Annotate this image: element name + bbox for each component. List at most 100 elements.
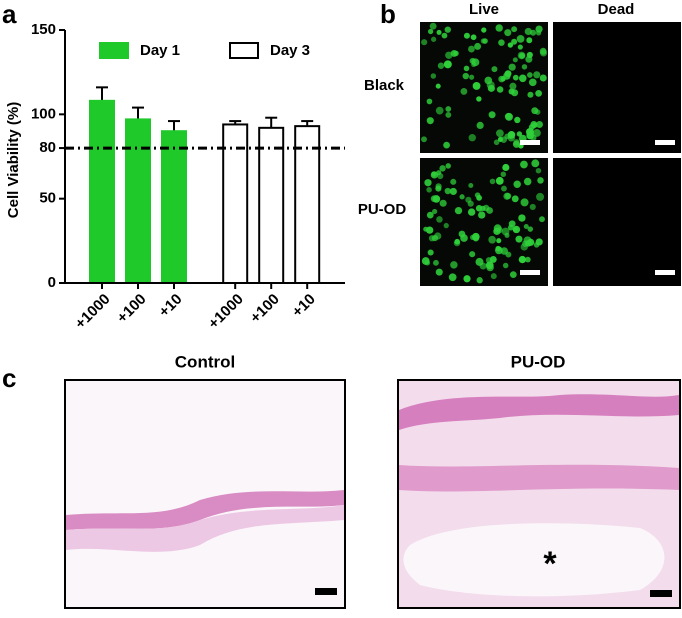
cell bbox=[433, 259, 439, 266]
cell bbox=[443, 60, 452, 69]
cell bbox=[491, 66, 498, 73]
cell bbox=[527, 91, 534, 98]
cell bbox=[504, 112, 512, 120]
cell bbox=[437, 62, 445, 69]
cell bbox=[504, 29, 512, 37]
cell bbox=[493, 139, 500, 146]
cell bbox=[512, 57, 518, 63]
cell bbox=[437, 172, 444, 180]
cell bbox=[507, 42, 514, 48]
cell bbox=[517, 51, 526, 60]
panel-label: c bbox=[2, 363, 16, 393]
y-tick-label: 50 bbox=[39, 190, 56, 207]
cell bbox=[476, 121, 484, 129]
cell bbox=[534, 109, 541, 115]
cell bbox=[441, 32, 448, 39]
cell bbox=[512, 74, 519, 81]
cell bbox=[469, 234, 476, 240]
cell bbox=[432, 208, 438, 215]
cell bbox=[509, 271, 517, 278]
scale-bar bbox=[650, 590, 672, 597]
x-tick-label: +100 bbox=[114, 291, 150, 327]
cell bbox=[443, 141, 450, 149]
panel-label: b bbox=[380, 0, 396, 29]
bar bbox=[125, 118, 151, 285]
annotation: * bbox=[543, 545, 557, 583]
cell bbox=[429, 22, 437, 30]
cell bbox=[526, 37, 533, 44]
cell bbox=[465, 196, 472, 203]
cell bbox=[463, 275, 471, 283]
cell bbox=[529, 203, 536, 210]
histology bbox=[64, 379, 681, 609]
cell bbox=[520, 160, 528, 169]
cell bbox=[480, 38, 486, 44]
cell bbox=[511, 38, 518, 45]
cell bbox=[501, 227, 510, 236]
cell bbox=[421, 39, 428, 46]
cell bbox=[535, 90, 542, 97]
cell bbox=[523, 224, 529, 230]
cell bbox=[536, 121, 543, 129]
y-tick-label: 100 bbox=[31, 105, 56, 122]
cell bbox=[496, 129, 504, 138]
cell bbox=[427, 249, 434, 256]
cell bbox=[444, 26, 451, 33]
tissue bbox=[399, 464, 679, 492]
cell bbox=[528, 124, 535, 131]
cell bbox=[436, 216, 443, 223]
cell bbox=[436, 29, 442, 35]
cell bbox=[421, 136, 427, 143]
bar bbox=[222, 123, 249, 284]
cell bbox=[509, 82, 517, 90]
x-tick-label: +10 bbox=[156, 291, 186, 321]
cell bbox=[481, 27, 487, 33]
cell bbox=[439, 199, 447, 207]
cell bbox=[537, 177, 544, 184]
cell bbox=[512, 140, 521, 148]
legend-label: Day 1 bbox=[140, 42, 180, 59]
cell bbox=[539, 47, 547, 55]
cell bbox=[498, 39, 505, 46]
cell bbox=[428, 235, 436, 242]
cell bbox=[474, 42, 482, 50]
cell bbox=[507, 133, 516, 142]
scale-bar bbox=[520, 270, 540, 275]
cell bbox=[460, 87, 468, 95]
cell bbox=[476, 277, 483, 284]
cell bbox=[486, 207, 493, 214]
cell bbox=[454, 206, 463, 215]
cell bbox=[426, 98, 433, 105]
cell bbox=[513, 180, 521, 188]
scale-bar bbox=[315, 588, 337, 595]
cell bbox=[430, 195, 438, 203]
cell bbox=[508, 220, 516, 228]
cell bbox=[445, 106, 452, 112]
cell bbox=[490, 273, 497, 280]
tissue bbox=[66, 505, 344, 552]
scale-bar bbox=[655, 270, 675, 275]
cell bbox=[517, 44, 523, 50]
cell bbox=[463, 65, 470, 72]
tissue bbox=[399, 394, 679, 430]
scale-bars bbox=[520, 140, 675, 275]
cell bbox=[431, 171, 437, 177]
cell bbox=[512, 225, 521, 234]
cell bbox=[539, 74, 547, 82]
cell bbox=[468, 182, 474, 188]
cell bbox=[539, 216, 545, 223]
scale-bar bbox=[520, 140, 540, 145]
cell bbox=[502, 163, 510, 172]
cell bbox=[445, 163, 451, 169]
x-tick-label: +1000 bbox=[205, 291, 247, 333]
cell bbox=[496, 238, 502, 244]
cell bbox=[478, 211, 486, 219]
cell bbox=[511, 89, 519, 97]
cell bbox=[498, 75, 505, 83]
cell bbox=[469, 251, 476, 258]
cell bbox=[423, 226, 429, 232]
dead-image bbox=[553, 158, 681, 286]
cell bbox=[471, 62, 477, 68]
cell bbox=[520, 198, 529, 207]
